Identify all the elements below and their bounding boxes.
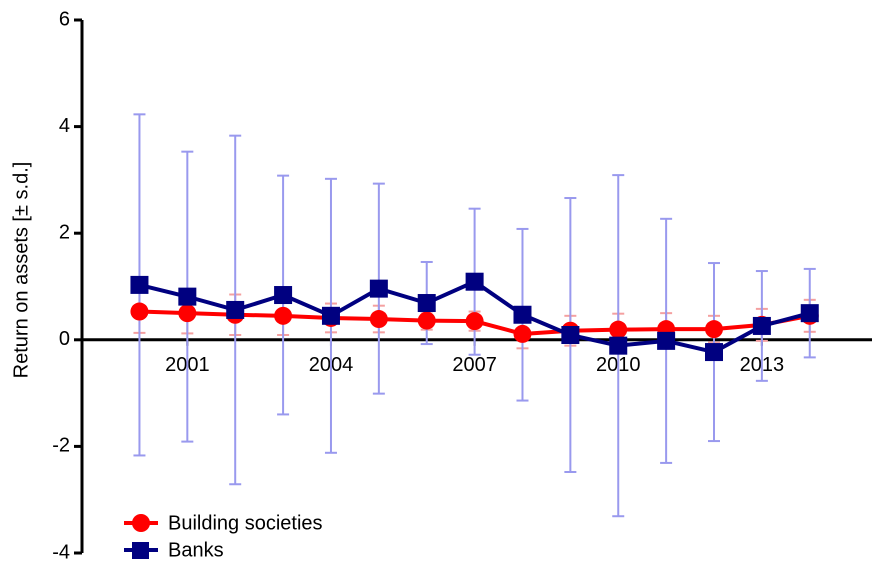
- marker: [513, 305, 532, 324]
- marker: [417, 311, 436, 330]
- legend-label: Building societies: [168, 512, 323, 534]
- y-tick-label: -2: [52, 435, 70, 457]
- marker: [178, 304, 197, 323]
- marker: [465, 272, 484, 291]
- legend-marker: [132, 542, 149, 559]
- marker: [274, 286, 293, 305]
- marker: [274, 306, 293, 325]
- y-tick-label: 2: [59, 221, 70, 243]
- y-tick-label: -4: [52, 541, 70, 563]
- y-tick-label: 6: [59, 8, 70, 30]
- marker: [369, 279, 388, 298]
- marker: [130, 302, 149, 321]
- marker: [609, 320, 628, 339]
- marker: [226, 300, 245, 319]
- legend-marker: [132, 514, 150, 532]
- marker: [800, 304, 819, 323]
- marker: [321, 306, 340, 325]
- marker: [178, 287, 197, 306]
- marker: [465, 312, 484, 331]
- marker: [417, 294, 436, 313]
- x-tick-label: 2007: [452, 354, 497, 376]
- marker: [609, 336, 628, 355]
- marker: [657, 331, 676, 350]
- y-tick-label: 4: [59, 115, 70, 137]
- legend-label: Banks: [168, 539, 224, 561]
- marker: [705, 343, 723, 362]
- marker: [561, 326, 580, 345]
- marker: [752, 316, 771, 335]
- marker: [513, 324, 532, 343]
- y-axis-label: Return on assets [± s.d.]: [10, 162, 32, 379]
- marker: [130, 275, 149, 294]
- y-tick-label: 0: [59, 328, 70, 350]
- marker: [369, 310, 388, 329]
- marker: [705, 320, 723, 339]
